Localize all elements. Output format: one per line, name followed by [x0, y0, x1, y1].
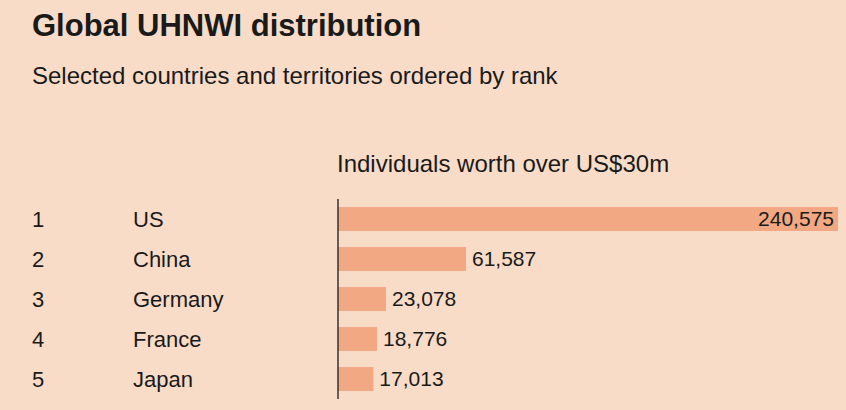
svg-text:France: France — [133, 327, 201, 352]
svg-text:5: 5 — [32, 367, 44, 392]
svg-text:18,776: 18,776 — [383, 327, 447, 350]
svg-text:4: 4 — [32, 327, 44, 352]
svg-text:2: 2 — [32, 247, 44, 272]
svg-text:Germany: Germany — [133, 287, 223, 312]
html-text:Global UHNWI distribution: Global UHNWI distribution — [32, 8, 422, 43]
svg-text:1: 1 — [32, 207, 44, 232]
svg-text:China: China — [133, 247, 191, 272]
svg-text:240,575: 240,575 — [758, 207, 834, 230]
html-text:Individuals worth over US$30m: Individuals worth over US$30m — [337, 150, 670, 177]
svg-text:17,013: 17,013 — [379, 367, 443, 390]
svg-text:Japan: Japan — [133, 367, 193, 392]
html-text:Selected countries and territo: Selected countries and territories order… — [32, 62, 558, 89]
svg-text:3: 3 — [32, 287, 44, 312]
svg-text:61,587: 61,587 — [472, 247, 536, 270]
svg-text:US: US — [133, 207, 164, 232]
svg-text:23,078: 23,078 — [392, 287, 456, 310]
